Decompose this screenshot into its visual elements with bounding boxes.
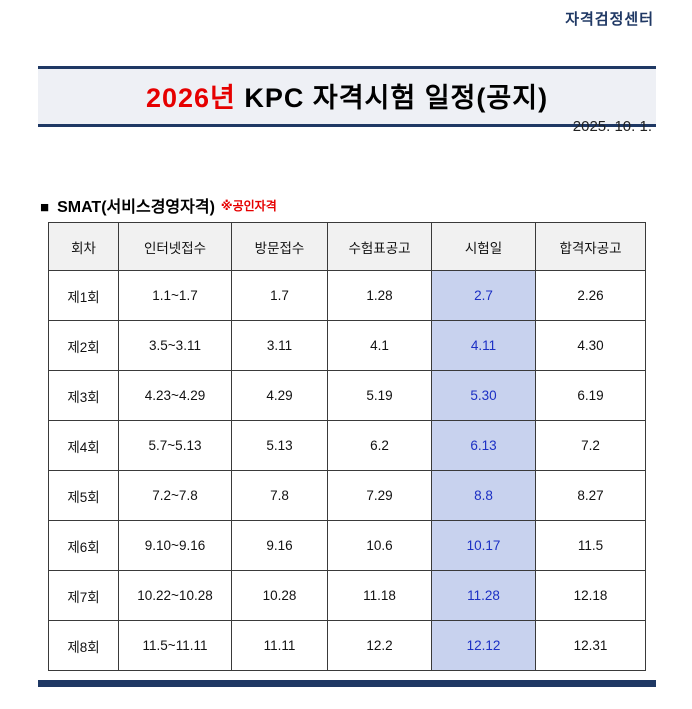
cell-internet: 5.7~5.13 xyxy=(118,420,232,471)
cell-visit: 9.16 xyxy=(231,520,328,571)
header-round: 회차 xyxy=(48,222,119,271)
section-note: ※공인자격 xyxy=(220,199,277,213)
table-row: 제2회 3.5~3.11 3.11 4.1 4.11 4.30 xyxy=(48,320,646,371)
cell-pass: 12.18 xyxy=(535,570,646,621)
bottom-divider-bar xyxy=(38,680,656,687)
title-band: 2026년 KPC 자격시험 일정(공지) xyxy=(38,66,656,127)
cell-visit: 7.8 xyxy=(231,470,328,521)
cell-internet: 7.2~7.8 xyxy=(118,470,232,521)
exam-schedule-table: 회차 인터넷접수 방문접수 수험표공고 시험일 합격자공고 제1회 1.1~1.… xyxy=(48,222,646,671)
cell-round: 제6회 xyxy=(48,520,119,571)
cell-exam-day: 2.7 xyxy=(431,270,536,321)
cell-internet: 11.5~11.11 xyxy=(118,620,232,671)
page-title: 2026년 KPC 자격시험 일정(공지) xyxy=(146,83,548,113)
cell-pass: 7.2 xyxy=(535,420,646,471)
cell-round: 제2회 xyxy=(48,320,119,371)
cell-ticket: 6.2 xyxy=(327,420,432,471)
cell-internet: 9.10~9.16 xyxy=(118,520,232,571)
cell-internet: 4.23~4.29 xyxy=(118,370,232,421)
table-header-row: 회차 인터넷접수 방문접수 수험표공고 시험일 합격자공고 xyxy=(48,222,646,271)
table-row: 제6회 9.10~9.16 9.16 10.6 10.17 11.5 xyxy=(48,520,646,571)
cell-exam-day: 5.30 xyxy=(431,370,536,421)
table-row: 제1회 1.1~1.7 1.7 1.28 2.7 2.26 xyxy=(48,270,646,321)
header-internet: 인터넷접수 xyxy=(118,222,232,271)
cell-pass: 11.5 xyxy=(535,520,646,571)
table-row: 제3회 4.23~4.29 4.29 5.19 5.30 6.19 xyxy=(48,370,646,421)
cell-round: 제7회 xyxy=(48,570,119,621)
cell-ticket: 12.2 xyxy=(327,620,432,671)
org-label: 자격검정센터 xyxy=(565,11,654,28)
section-square-icon: ■ xyxy=(40,199,50,216)
section-title: SMAT(서비스경영자격) xyxy=(57,199,215,216)
cell-pass: 12.31 xyxy=(535,620,646,671)
cell-ticket: 5.19 xyxy=(327,370,432,421)
table-row: 제8회 11.5~11.11 11.11 12.2 12.12 12.31 xyxy=(48,620,646,671)
cell-exam-day: 10.17 xyxy=(431,520,536,571)
header-exam-day: 시험일 xyxy=(431,222,536,271)
header-ticket: 수험표공고 xyxy=(327,222,432,271)
cell-internet: 1.1~1.7 xyxy=(118,270,232,321)
cell-round: 제8회 xyxy=(48,620,119,671)
cell-round: 제4회 xyxy=(48,420,119,471)
section-header: ■ SMAT(서비스경영자격) ※공인자격 xyxy=(40,193,277,217)
cell-internet: 10.22~10.28 xyxy=(118,570,232,621)
cell-round: 제5회 xyxy=(48,470,119,521)
cell-ticket: 4.1 xyxy=(327,320,432,371)
header-visit: 방문접수 xyxy=(231,222,328,271)
cell-pass: 6.19 xyxy=(535,370,646,421)
cell-exam-day: 11.28 xyxy=(431,570,536,621)
table-row: 제5회 7.2~7.8 7.8 7.29 8.8 8.27 xyxy=(48,470,646,521)
cell-round: 제3회 xyxy=(48,370,119,421)
cell-internet: 3.5~3.11 xyxy=(118,320,232,371)
cell-exam-day: 12.12 xyxy=(431,620,536,671)
header-pass: 합격자공고 xyxy=(535,222,646,271)
cell-ticket: 7.29 xyxy=(327,470,432,521)
cell-exam-day: 4.11 xyxy=(431,320,536,371)
table-row: 제4회 5.7~5.13 5.13 6.2 6.13 7.2 xyxy=(48,420,646,471)
cell-exam-day: 8.8 xyxy=(431,470,536,521)
cell-exam-day: 6.13 xyxy=(431,420,536,471)
cell-round: 제1회 xyxy=(48,270,119,321)
cell-ticket: 1.28 xyxy=(327,270,432,321)
cell-visit: 1.7 xyxy=(231,270,328,321)
cell-visit: 4.29 xyxy=(231,370,328,421)
cell-visit: 5.13 xyxy=(231,420,328,471)
document-date: 2025. 10. 1. xyxy=(572,118,652,135)
cell-visit: 3.11 xyxy=(231,320,328,371)
cell-ticket: 11.18 xyxy=(327,570,432,621)
cell-pass: 2.26 xyxy=(535,270,646,321)
cell-pass: 8.27 xyxy=(535,470,646,521)
title-rest: KPC 자격시험 일정(공지) xyxy=(235,83,549,113)
title-year: 2026년 xyxy=(145,83,236,113)
cell-pass: 4.30 xyxy=(535,320,646,371)
cell-ticket: 10.6 xyxy=(327,520,432,571)
cell-visit: 10.28 xyxy=(231,570,328,621)
cell-visit: 11.11 xyxy=(231,620,328,671)
table-row: 제7회 10.22~10.28 10.28 11.18 11.28 12.18 xyxy=(48,570,646,621)
